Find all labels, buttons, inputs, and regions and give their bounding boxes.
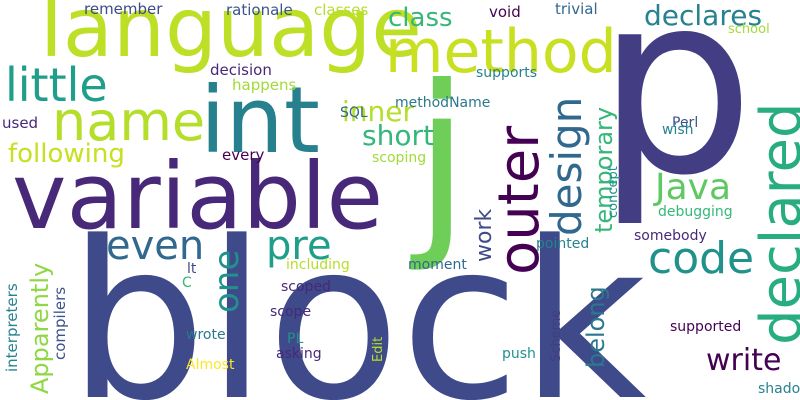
word-void: void — [489, 5, 521, 20]
word-scheme: Scheme — [550, 310, 563, 362]
word-remember: remember — [84, 2, 162, 17]
word-one: one — [210, 250, 244, 313]
word-including: including — [286, 258, 350, 272]
word-edit: Edit — [372, 337, 385, 362]
word-apparently: Apparently — [28, 263, 52, 394]
word-c: C — [182, 276, 192, 290]
word-class: class — [388, 5, 453, 31]
word-shadow: shadow — [758, 382, 800, 396]
word-pl: PL — [287, 332, 303, 346]
word-used: used — [2, 116, 38, 131]
word-asking: asking — [276, 347, 322, 361]
word-short: short — [362, 122, 434, 150]
word-happens: happens — [232, 78, 296, 93]
word-every: every — [222, 148, 264, 163]
word-compilers: compilers — [53, 287, 68, 360]
word-belong: belong — [584, 286, 608, 368]
word-methodname: methodName — [395, 96, 490, 110]
word-java: Java — [655, 170, 731, 206]
word-work: work — [474, 209, 496, 262]
word-following: following — [8, 141, 125, 167]
word-sql: SQL — [340, 106, 368, 120]
word-write: write — [706, 346, 781, 376]
word-push: push — [502, 347, 536, 361]
word-wrote: wrote — [186, 328, 226, 342]
word-pointed: pointed — [536, 237, 589, 251]
word-school: school — [728, 23, 770, 36]
word-scope: scope — [270, 305, 311, 319]
word-trivial: trivial — [555, 2, 598, 17]
word-design: design — [546, 97, 588, 236]
word-rationale: rationale — [226, 3, 293, 18]
word-little: little — [5, 62, 108, 108]
word-outer: outer — [492, 126, 548, 275]
word-concept: concept — [607, 166, 620, 218]
word-moment: moment — [408, 258, 467, 272]
word-even: even — [106, 226, 204, 266]
word-supports: supports — [476, 66, 537, 80]
word-supported: supported — [670, 320, 741, 334]
word-somebody: somebody — [634, 229, 707, 243]
word-debugging: debugging — [658, 205, 733, 219]
word-scoped: scoped — [281, 280, 331, 294]
word-almost: Almost — [186, 358, 234, 372]
word-interpreters: interpreters — [5, 283, 20, 372]
word-declared: declared — [754, 103, 800, 345]
word-wish: wish — [662, 123, 694, 137]
word-classes: classes — [314, 3, 368, 18]
word-scoping: scoping — [372, 151, 426, 165]
word-lt: lt — [187, 262, 196, 276]
